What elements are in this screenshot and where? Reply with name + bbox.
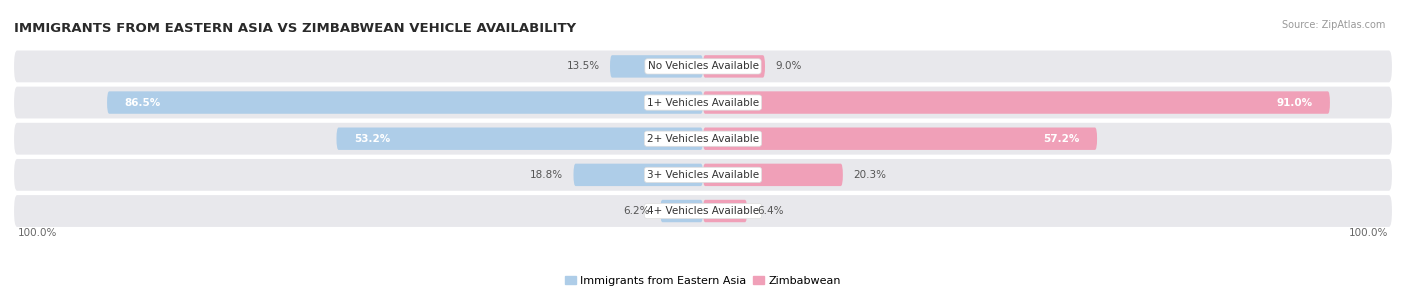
Text: 3+ Vehicles Available: 3+ Vehicles Available	[647, 170, 759, 180]
Text: 4+ Vehicles Available: 4+ Vehicles Available	[647, 206, 759, 216]
FancyBboxPatch shape	[703, 200, 747, 222]
FancyBboxPatch shape	[14, 195, 1392, 227]
Text: 20.3%: 20.3%	[853, 170, 886, 180]
Text: 100.0%: 100.0%	[1350, 229, 1389, 239]
FancyBboxPatch shape	[703, 128, 1097, 150]
FancyBboxPatch shape	[661, 200, 703, 222]
Text: 53.2%: 53.2%	[354, 134, 389, 144]
Text: 86.5%: 86.5%	[124, 98, 160, 108]
FancyBboxPatch shape	[703, 164, 842, 186]
FancyBboxPatch shape	[703, 55, 765, 78]
Text: 6.4%: 6.4%	[758, 206, 785, 216]
FancyBboxPatch shape	[14, 51, 1392, 82]
FancyBboxPatch shape	[610, 55, 703, 78]
Text: 6.2%: 6.2%	[623, 206, 650, 216]
Text: 2+ Vehicles Available: 2+ Vehicles Available	[647, 134, 759, 144]
Text: 18.8%: 18.8%	[530, 170, 564, 180]
Text: 91.0%: 91.0%	[1277, 98, 1313, 108]
FancyBboxPatch shape	[107, 91, 703, 114]
FancyBboxPatch shape	[14, 123, 1392, 155]
FancyBboxPatch shape	[574, 164, 703, 186]
FancyBboxPatch shape	[14, 159, 1392, 191]
Text: 1+ Vehicles Available: 1+ Vehicles Available	[647, 98, 759, 108]
FancyBboxPatch shape	[336, 128, 703, 150]
Text: Source: ZipAtlas.com: Source: ZipAtlas.com	[1281, 20, 1385, 30]
Text: 57.2%: 57.2%	[1043, 134, 1080, 144]
FancyBboxPatch shape	[703, 91, 1330, 114]
Text: 100.0%: 100.0%	[17, 229, 56, 239]
Text: IMMIGRANTS FROM EASTERN ASIA VS ZIMBABWEAN VEHICLE AVAILABILITY: IMMIGRANTS FROM EASTERN ASIA VS ZIMBABWE…	[14, 22, 576, 35]
Text: 9.0%: 9.0%	[775, 61, 801, 72]
Text: No Vehicles Available: No Vehicles Available	[648, 61, 758, 72]
FancyBboxPatch shape	[14, 87, 1392, 118]
Legend: Immigrants from Eastern Asia, Zimbabwean: Immigrants from Eastern Asia, Zimbabwean	[561, 271, 845, 286]
Text: 13.5%: 13.5%	[567, 61, 599, 72]
